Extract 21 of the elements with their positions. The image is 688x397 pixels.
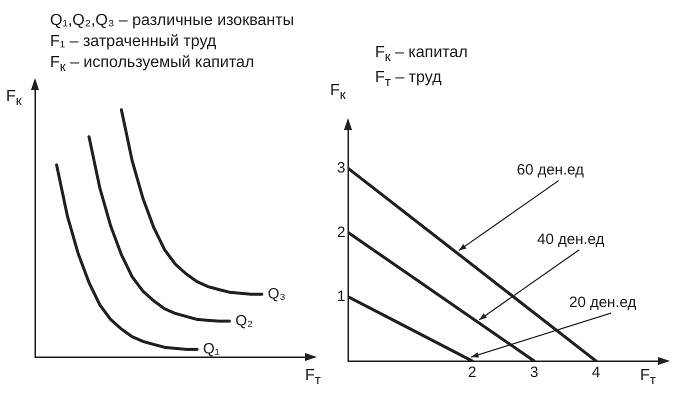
x-axis-title: F$_{т}$ [640,366,656,390]
annotation: 60 ден.ед [516,162,584,179]
text: F$_{к}$ – используемый капитал [50,53,256,76]
x-axis-title: F$_{т}$ [305,366,321,390]
text: F₁ – затраченный труд [50,32,218,52]
annotation: 20 ден.ед [569,294,637,312]
x-tick-label: 3 [530,364,538,382]
series-label: Q₂ [235,312,254,330]
annotation: 40 ден.ед [537,230,605,248]
y-tick-label: 1 [337,288,346,305]
y-tick-label: 2 [337,224,346,241]
text: F$_{к}$ – капитал [375,43,468,66]
x-tick-label: 2 [468,364,476,382]
series-label: Q₃ [268,285,286,302]
text: Q₁,Q₂,Q₃ – различные изокванты [50,11,294,31]
y-axis-title: F$_{к}$ [330,81,346,104]
series-label: Q₁ [203,340,220,358]
y-axis-title: F$_{к}$ [6,87,22,110]
text: F$_{т}$ – труд [375,68,443,92]
y-tick-label: 3 [337,160,346,177]
x-tick-label: 4 [592,364,600,382]
